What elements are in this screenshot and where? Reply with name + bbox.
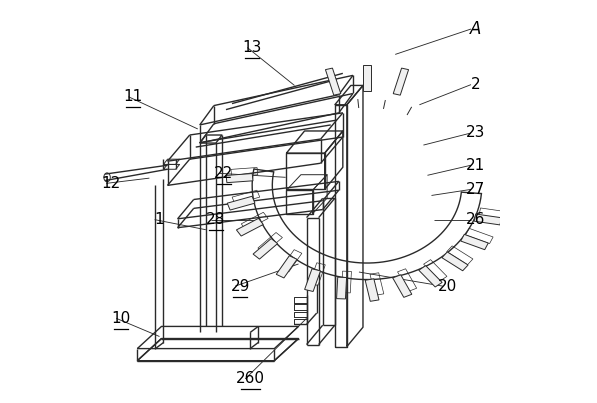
Polygon shape	[393, 275, 412, 297]
Polygon shape	[253, 239, 278, 259]
Text: 28: 28	[206, 212, 226, 227]
Polygon shape	[325, 68, 341, 95]
Polygon shape	[276, 256, 297, 278]
Polygon shape	[364, 65, 371, 91]
Text: 1: 1	[155, 212, 164, 227]
Text: 29: 29	[230, 278, 250, 294]
Text: 22: 22	[214, 166, 233, 181]
Text: 21: 21	[466, 158, 485, 173]
Text: 10: 10	[112, 311, 131, 326]
Text: 26: 26	[466, 212, 485, 227]
Polygon shape	[236, 218, 263, 236]
Text: 11: 11	[124, 89, 143, 104]
Text: 20: 20	[438, 278, 457, 294]
Polygon shape	[226, 174, 253, 183]
Polygon shape	[419, 266, 442, 287]
Text: 260: 260	[236, 371, 264, 386]
Polygon shape	[474, 214, 501, 225]
Text: 13: 13	[242, 40, 262, 55]
Text: A: A	[470, 20, 482, 38]
Polygon shape	[393, 68, 408, 95]
Polygon shape	[337, 277, 347, 299]
Polygon shape	[461, 235, 488, 250]
Text: 27: 27	[466, 182, 485, 197]
Polygon shape	[304, 269, 321, 291]
Polygon shape	[442, 252, 468, 271]
Polygon shape	[227, 196, 255, 210]
Text: 23: 23	[466, 125, 485, 141]
Text: 2: 2	[471, 77, 481, 92]
Text: 12: 12	[101, 176, 121, 191]
Polygon shape	[365, 279, 379, 301]
